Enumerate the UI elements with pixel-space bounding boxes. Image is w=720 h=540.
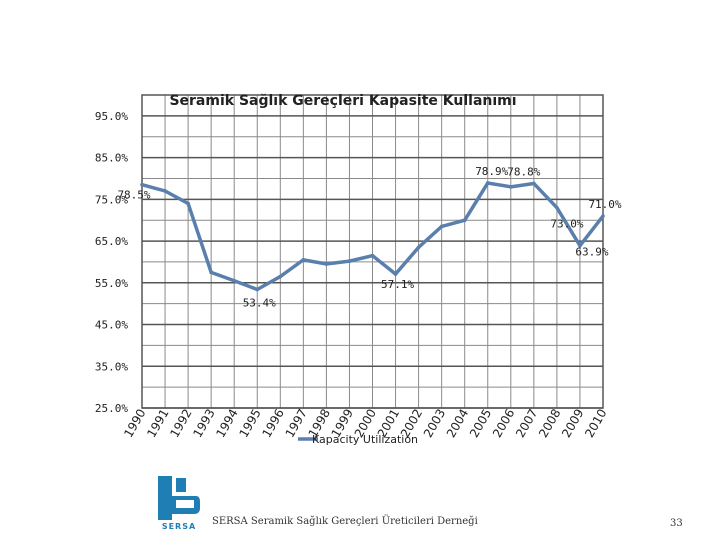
- data-point: [278, 274, 283, 279]
- x-tick-label: 1991: [144, 407, 171, 440]
- data-point: [140, 182, 144, 187]
- data-label: 78.5%: [117, 189, 150, 202]
- x-tick-label: 1992: [167, 407, 194, 440]
- x-tick-label: 2008: [536, 407, 563, 440]
- x-tick-label: 2006: [490, 407, 517, 440]
- data-point: [578, 243, 582, 248]
- data-point: [301, 258, 306, 262]
- sersa-logo: SERSA: [156, 474, 202, 536]
- data-point: [416, 245, 421, 250]
- legend: Kapacity Utilization: [298, 433, 418, 446]
- page-number: 33: [670, 518, 683, 529]
- x-tick-label: 2009: [559, 407, 586, 440]
- data-point: [324, 262, 329, 266]
- x-tick-label: 1994: [213, 407, 240, 440]
- y-tick-label: 55.0%: [95, 277, 128, 290]
- logo-text: SERSA: [161, 522, 197, 531]
- x-tick-label: 1997: [283, 407, 310, 440]
- data-point: [255, 287, 260, 292]
- data-labels: 78.5% 53.4% 57.1% 78.9%78.8% 73.0% 63.9% 71.0%: [117, 165, 621, 309]
- data-point: [485, 181, 490, 185]
- y-axis-ticks: 25.0% 35.0% 45.0% 55.0% 65.0% 75.0% 85.0% 95.0%: [95, 110, 128, 415]
- data-point: [163, 189, 167, 193]
- y-tick-label: 35.0%: [95, 360, 128, 373]
- y-tick-label: 85.0%: [95, 152, 128, 165]
- data-point: [347, 259, 352, 263]
- data-point: [439, 224, 444, 229]
- plot-border: [141, 94, 604, 409]
- y-tick-label: 45.0%: [95, 319, 128, 332]
- x-tick-label: 2003: [421, 407, 448, 440]
- x-tick-label: 1996: [260, 407, 287, 440]
- data-point: [370, 253, 375, 258]
- data-point: [232, 278, 236, 283]
- data-label: 57.1%: [381, 278, 414, 291]
- data-label: 63.9%: [575, 246, 608, 259]
- legend-label: Kapacity Utilization: [312, 433, 418, 446]
- data-label: 78.8%: [507, 165, 540, 178]
- y-tick-label: 95.0%: [95, 110, 128, 123]
- x-tick-label: 2007: [513, 407, 540, 440]
- y-tick-label: 75.0%: [95, 193, 128, 206]
- x-tick-label: 2004: [444, 407, 471, 440]
- data-point: [186, 201, 190, 206]
- data-label: 71.0%: [588, 198, 621, 211]
- y-tick-label: 65.0%: [95, 235, 128, 248]
- x-tick-label: 2005: [467, 407, 494, 440]
- chart-title: Seramik Sağlık Gereçleri Kapasite Kullan…: [169, 93, 516, 109]
- data-point: [555, 205, 559, 210]
- data-point: [601, 214, 605, 218]
- data-point: [209, 270, 213, 275]
- data-point: [509, 185, 513, 189]
- x-tick-label: 2010: [582, 407, 609, 440]
- logo-icon: [158, 476, 200, 520]
- chart-grid: [141, 94, 604, 409]
- x-tick-label: 1993: [190, 407, 217, 440]
- data-label: 78.9%: [475, 165, 508, 178]
- data-label: 73.0%: [550, 218, 583, 231]
- data-point: [462, 218, 467, 222]
- data-point: [393, 272, 398, 276]
- data-point: [532, 181, 536, 186]
- y-tick-label: 25.0%: [95, 402, 128, 415]
- data-label: 53.4%: [243, 296, 276, 309]
- x-tick-label: 1995: [236, 407, 263, 440]
- footer-organization: SERSA Seramik Sağlık Gereçleri Üreticile…: [212, 516, 478, 527]
